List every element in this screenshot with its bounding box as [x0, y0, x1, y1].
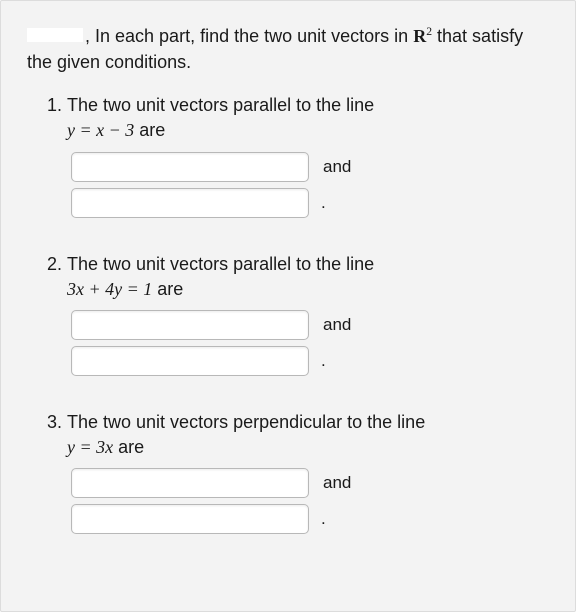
q2-answers: and .: [67, 310, 549, 376]
question-card: , In each part, find the two unit vector…: [0, 0, 576, 612]
q3-answer2-input[interactable]: [71, 504, 309, 534]
q3-row2: .: [71, 504, 549, 534]
q3-prefix: The two unit vectors perpendicular to th…: [67, 412, 425, 432]
q1-row2: .: [71, 188, 549, 218]
q3-and: and: [323, 471, 351, 495]
q3-suffix: are: [118, 437, 144, 457]
q3-period: .: [321, 507, 326, 531]
q3-row1: and: [71, 468, 549, 498]
q1-answer1-input[interactable]: [71, 152, 309, 182]
q2-period: .: [321, 349, 326, 373]
q3-prompt: The two unit vectors perpendicular to th…: [67, 410, 549, 460]
q1-row1: and: [71, 152, 549, 182]
q1-prompt: The two unit vectors parallel to the lin…: [67, 93, 549, 143]
q2-answer2-input[interactable]: [71, 346, 309, 376]
question-list: The two unit vectors parallel to the lin…: [27, 93, 549, 534]
intro-text: , In each part, find the two unit vector…: [27, 23, 549, 75]
q1-period: .: [321, 191, 326, 215]
q1-answers: and .: [67, 152, 549, 218]
q3-answers: and .: [67, 468, 549, 534]
question-1: The two unit vectors parallel to the lin…: [67, 93, 549, 217]
r2-r: R: [413, 26, 426, 46]
q3-answer1-input[interactable]: [71, 468, 309, 498]
q2-row2: .: [71, 346, 549, 376]
q2-answer1-input[interactable]: [71, 310, 309, 340]
r2-symbol: R2: [413, 26, 432, 46]
q2-prefix: The two unit vectors parallel to the lin…: [67, 254, 374, 274]
q2-and: and: [323, 313, 351, 337]
q1-answer2-input[interactable]: [71, 188, 309, 218]
q1-suffix: are: [139, 120, 165, 140]
q2-suffix: are: [157, 279, 183, 299]
q1-equation: y = x − 3: [67, 120, 134, 140]
q2-row1: and: [71, 310, 549, 340]
q3-equation: y = 3x: [67, 437, 113, 457]
question-2: The two unit vectors parallel to the lin…: [67, 252, 549, 376]
redacted-label: [27, 28, 83, 42]
q2-prompt: The two unit vectors parallel to the lin…: [67, 252, 549, 302]
q1-and: and: [323, 155, 351, 179]
intro-before-r2: , In each part, find the two unit vector…: [85, 26, 413, 46]
q2-equation: 3x + 4y = 1: [67, 279, 152, 299]
q1-prefix: The two unit vectors parallel to the lin…: [67, 95, 374, 115]
question-3: The two unit vectors perpendicular to th…: [67, 410, 549, 534]
